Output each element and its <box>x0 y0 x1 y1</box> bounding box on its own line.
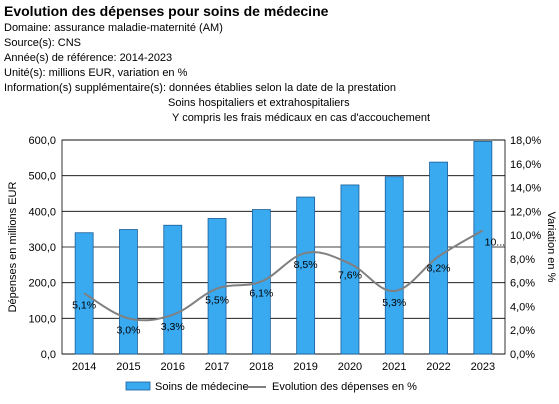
meta-info-2: Soins hospitaliers et extrahospitaliers <box>168 97 350 109</box>
y-tick-label: 100,0 <box>28 313 56 325</box>
y-tick-label: 300,0 <box>28 242 56 254</box>
y2-tick-label: 14,0% <box>510 183 541 195</box>
y2-tick-label: 12,0% <box>510 206 541 218</box>
data-label: 7,6% <box>338 270 362 282</box>
data-label: 10... <box>485 236 505 248</box>
x-tick-label: 2021 <box>382 361 406 373</box>
y2-tick-label: 8,0% <box>510 254 535 266</box>
x-tick-label: 2019 <box>293 361 317 373</box>
legend-line-label: Evolution des dépenses en % <box>272 381 417 393</box>
y-tick-label: 200,0 <box>28 278 56 290</box>
meta-source: Source(s): CNS <box>4 37 82 49</box>
y2-axis-label: Variation en % <box>545 212 557 283</box>
y2-tick-label: 18,0% <box>510 135 541 147</box>
bar <box>384 176 404 355</box>
data-label: 8,5% <box>294 259 318 271</box>
x-tick-label: 2023 <box>471 361 495 373</box>
x-tick-label: 2016 <box>161 361 185 373</box>
y2-tick-label: 10,0% <box>510 230 541 242</box>
bar <box>296 196 316 355</box>
meta-domaine: Domaine: assurance maladie-maternité (AM… <box>4 22 223 34</box>
chart-header: Evolution des dépenses pour soins de méd… <box>4 3 554 126</box>
data-label: 8,2% <box>427 263 451 275</box>
series-line <box>83 229 484 322</box>
data-label: 5,5% <box>205 295 229 307</box>
y-tick-label: 0,0 <box>41 349 56 361</box>
x-tick-label: 2018 <box>249 361 273 373</box>
legend-bar-label: Soins de médecine <box>155 381 249 393</box>
x-tick-label: 2014 <box>72 361 96 373</box>
meta-info-1: Information(s) supplémentaire(s): donnée… <box>4 82 396 94</box>
bar <box>163 224 183 355</box>
chart-title: Evolution des dépenses pour soins de méd… <box>4 3 329 19</box>
x-tick-label: 2022 <box>426 361 450 373</box>
y2-tick-label: 4,0% <box>510 301 535 313</box>
y2-tick-label: 16,0% <box>510 159 541 171</box>
y-axis-label: Dépenses en millions EUR <box>7 182 19 313</box>
meta-annees: Année(s) de référence: 2014-2023 <box>4 52 173 64</box>
data-label: 6,1% <box>249 287 273 299</box>
data-label: 3,3% <box>161 321 185 333</box>
y-tick-label: 500,0 <box>28 171 56 183</box>
x-tick-label: 2017 <box>205 361 229 373</box>
x-tick-label: 2020 <box>338 361 362 373</box>
legend-bar-swatch <box>125 381 151 391</box>
plot-frame <box>61 139 506 355</box>
data-label: 5,3% <box>382 297 406 309</box>
bar <box>119 229 138 355</box>
data-label: 5,1% <box>72 299 96 311</box>
meta-info-3: Y compris les frais médicaux en cas d'ac… <box>172 112 431 124</box>
y2-tick-label: 0,0% <box>510 349 535 361</box>
bar <box>429 161 448 355</box>
data-label: 3,0% <box>116 324 140 336</box>
x-tick-label: 2015 <box>116 361 140 373</box>
y2-tick-label: 2,0% <box>510 325 535 337</box>
bar <box>473 141 493 355</box>
y-tick-label: 600,0 <box>28 135 56 147</box>
y2-tick-label: 6,0% <box>510 278 535 290</box>
meta-unite: Unité(s): millions EUR, variation en % <box>4 67 188 79</box>
y-tick-label: 400,0 <box>28 206 56 218</box>
